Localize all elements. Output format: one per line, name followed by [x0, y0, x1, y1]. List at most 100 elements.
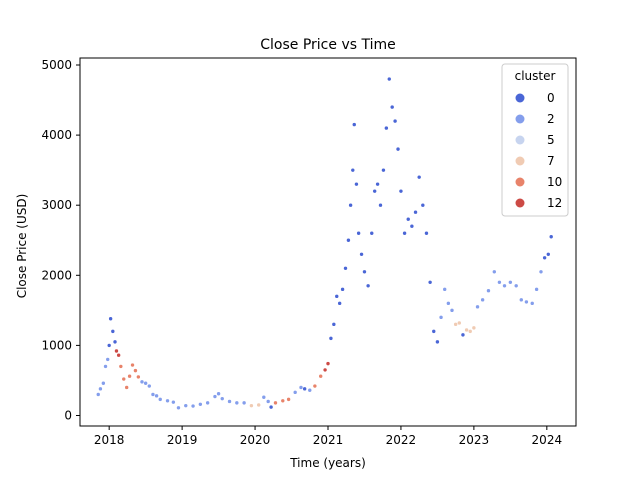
legend-marker	[515, 135, 525, 145]
legend-label: 2	[547, 112, 555, 126]
data-point	[313, 384, 317, 388]
x-axis: 2018 2019 2020 2021 2022 2023 2024	[94, 426, 562, 447]
data-point	[133, 368, 138, 373]
data-point	[534, 287, 539, 292]
data-point	[227, 399, 232, 404]
data-point	[378, 203, 383, 207]
data-point	[103, 364, 108, 369]
data-point	[242, 401, 246, 405]
data-point	[266, 399, 270, 404]
data-point	[326, 361, 330, 366]
data-point	[387, 77, 391, 81]
data-point	[323, 368, 327, 372]
legend-entries: 0 2 5 7 10 12	[515, 91, 562, 210]
legend-label: 12	[547, 196, 562, 210]
data-point	[107, 343, 111, 348]
data-point	[539, 270, 543, 274]
data-point	[165, 399, 170, 403]
data-point	[372, 189, 377, 193]
data-point	[281, 399, 285, 403]
data-point	[519, 298, 523, 302]
data-point	[205, 401, 210, 405]
data-point	[184, 403, 188, 408]
data-point	[384, 126, 389, 130]
data-point	[446, 301, 451, 306]
x-tick-label: 2019	[167, 433, 198, 447]
data-point	[464, 328, 469, 332]
data-point	[486, 289, 491, 293]
data-point	[114, 349, 119, 353]
y-axis: 0 1000 2000 3000 4000 5000	[41, 58, 80, 422]
data-point	[286, 397, 291, 402]
data-point	[461, 333, 465, 337]
x-axis-label: Time (years)	[289, 456, 366, 470]
data-point	[108, 317, 113, 321]
x-tick-label: 2018	[94, 433, 125, 447]
data-point	[98, 387, 103, 391]
data-point	[143, 381, 148, 385]
y-tick-label: 3000	[41, 198, 72, 212]
data-point	[356, 231, 361, 235]
chart-title: Close Price vs Time	[260, 37, 395, 53]
data-point	[140, 380, 144, 384]
data-point	[480, 298, 485, 302]
data-point	[106, 357, 110, 362]
data-point	[122, 377, 126, 381]
data-point	[502, 284, 507, 288]
data-point	[359, 252, 364, 256]
data-point	[198, 402, 203, 406]
data-point	[351, 168, 355, 172]
data-point	[443, 287, 447, 292]
data-point	[352, 122, 356, 127]
data-point	[273, 401, 278, 405]
legend-marker	[515, 177, 525, 187]
data-point	[293, 390, 297, 395]
data-point	[116, 353, 121, 357]
data-point	[546, 252, 550, 256]
data-point	[337, 301, 342, 306]
data-point	[381, 168, 386, 172]
data-point	[340, 287, 345, 292]
data-point	[171, 400, 176, 404]
data-point	[213, 394, 217, 399]
y-tick-label: 0	[64, 408, 72, 422]
data-point	[375, 182, 380, 186]
data-point	[119, 364, 123, 369]
legend-marker	[515, 198, 525, 208]
data-point	[396, 147, 400, 151]
data-point	[335, 294, 339, 299]
data-point	[124, 385, 129, 390]
data-point	[417, 175, 421, 179]
legend-title: cluster	[515, 69, 556, 83]
x-tick-label: 2022	[386, 433, 417, 447]
data-point	[432, 329, 436, 334]
legend-box	[501, 63, 569, 217]
data-points	[96, 77, 553, 410]
data-point	[216, 392, 221, 396]
data-point	[147, 384, 151, 388]
data-point	[524, 300, 529, 304]
data-point	[136, 375, 141, 379]
data-point	[101, 381, 106, 385]
data-point	[410, 224, 414, 228]
data-point	[390, 105, 394, 109]
x-tick-label: 2023	[459, 433, 490, 447]
data-point	[176, 406, 181, 410]
data-point	[542, 256, 547, 260]
data-point	[402, 231, 407, 235]
data-point	[492, 270, 497, 274]
data-point	[220, 396, 224, 401]
data-point	[127, 374, 132, 378]
data-point	[428, 280, 432, 285]
data-point	[435, 340, 440, 344]
data-point	[366, 284, 370, 288]
y-tick-label: 2000	[41, 268, 72, 282]
legend-marker	[515, 156, 525, 166]
data-point	[514, 284, 518, 288]
data-point	[191, 404, 195, 408]
data-point	[269, 405, 273, 409]
data-point	[113, 340, 117, 344]
data-point	[262, 395, 266, 399]
data-point	[343, 266, 348, 270]
